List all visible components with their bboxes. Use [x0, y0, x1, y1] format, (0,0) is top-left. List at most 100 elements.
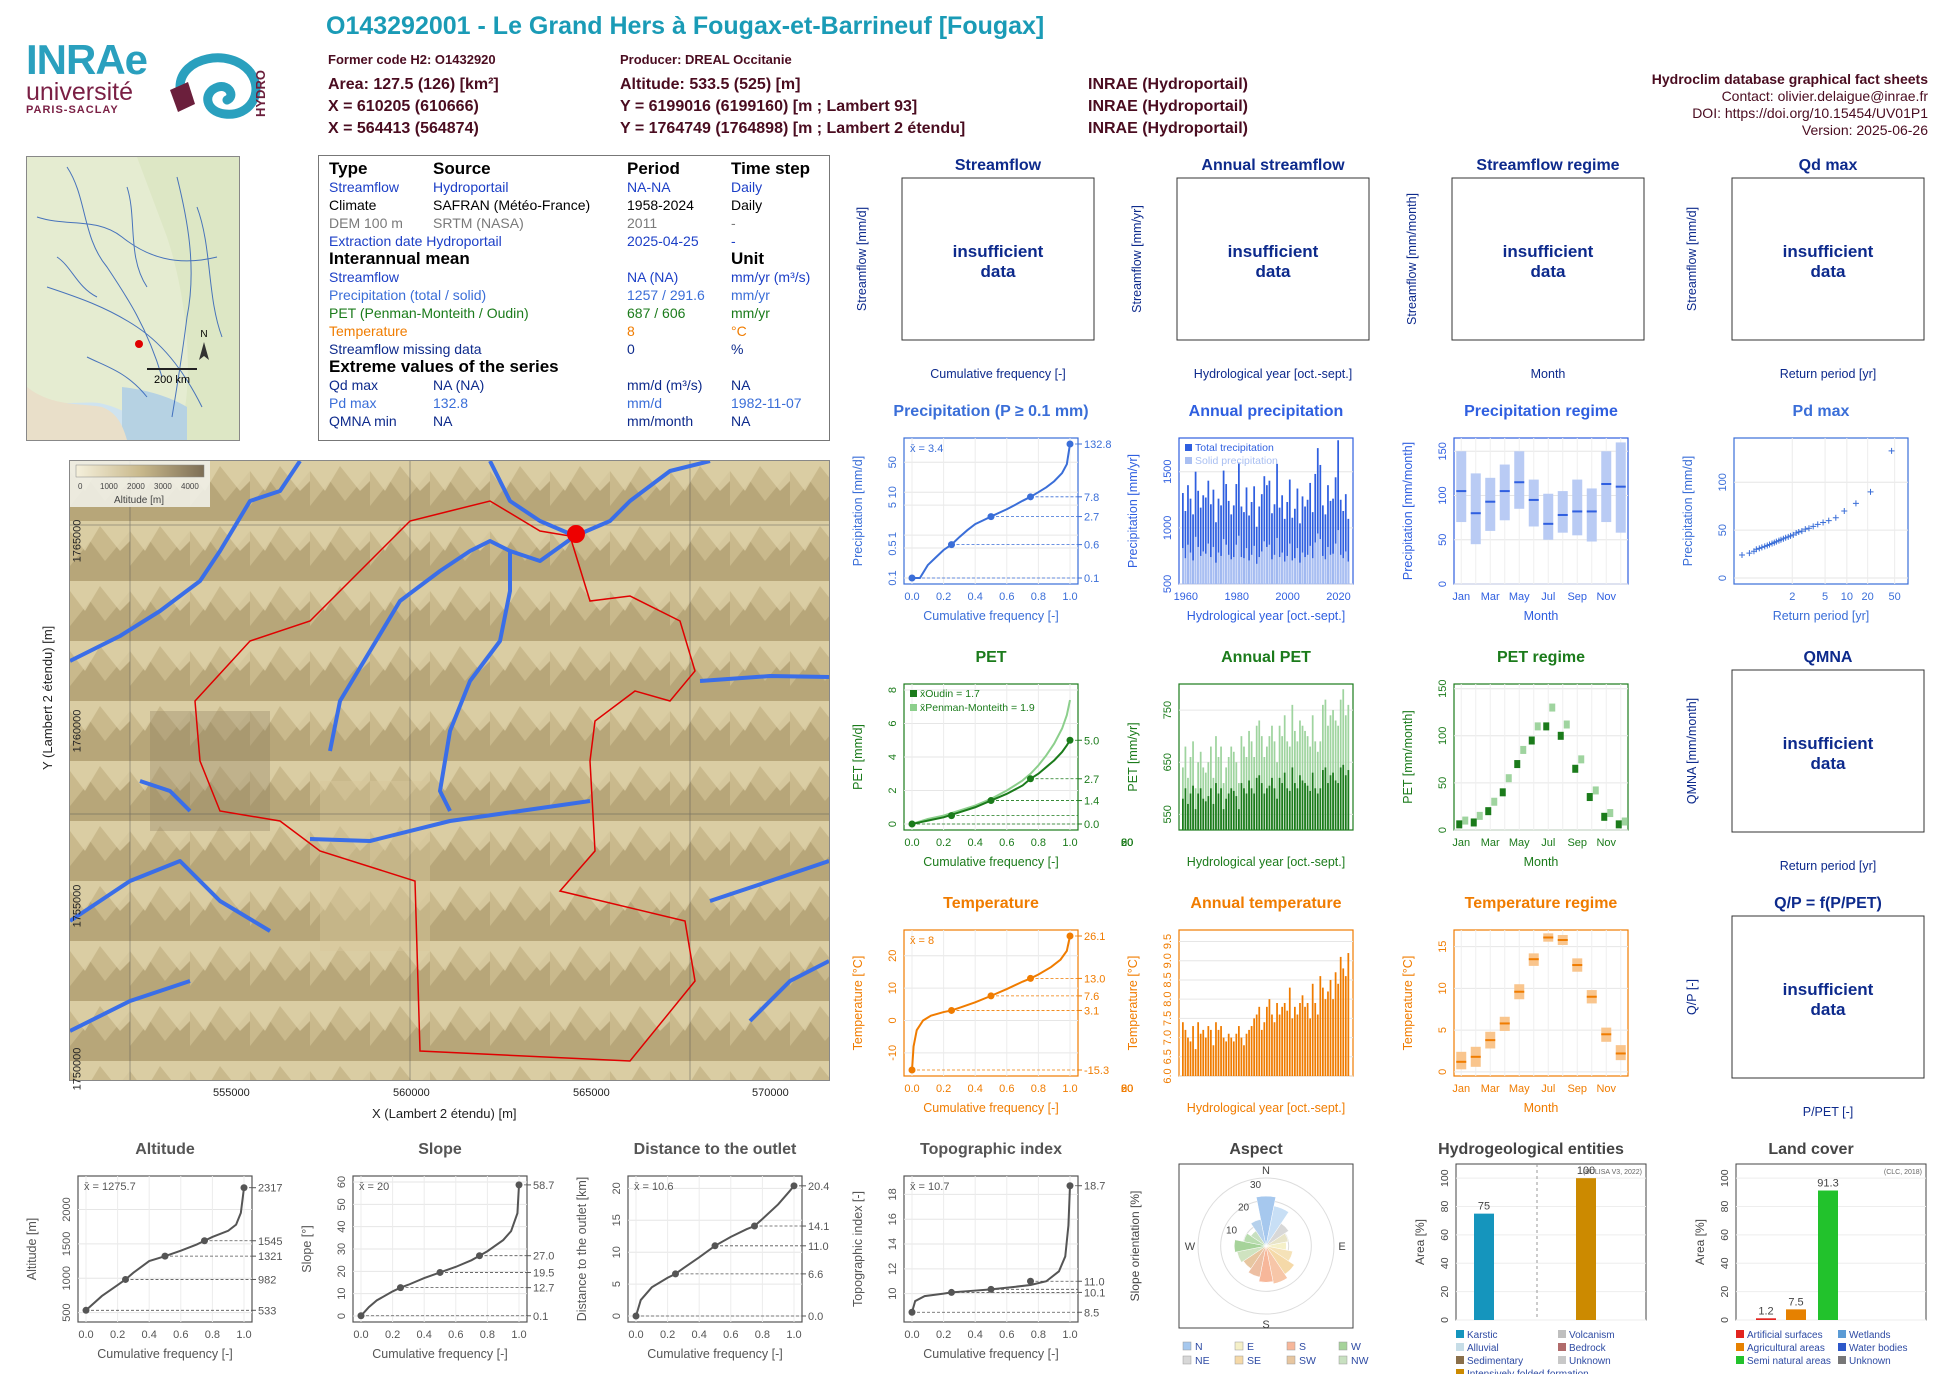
- x-axis-label: Month: [1524, 609, 1559, 623]
- legend-swatch: [1456, 1330, 1464, 1338]
- bar: [1204, 1037, 1207, 1076]
- bar: [1301, 995, 1304, 1076]
- bar-solid: [1309, 545, 1312, 584]
- y-axis-label: Precipitation [mm/yr]: [1126, 454, 1140, 568]
- bar: [1332, 999, 1334, 1076]
- y-tick-label: 50: [1437, 777, 1449, 789]
- bar-total: [1309, 482, 1312, 584]
- extreme-value: NA (NA): [433, 377, 485, 393]
- bar-oudin: [1294, 783, 1296, 830]
- bar-solid: [1199, 555, 1202, 584]
- bar-solid: [1197, 546, 1200, 584]
- y-tick-label: 12: [887, 1263, 899, 1275]
- bar-penman-monteith: [1339, 699, 1342, 830]
- map-y-tick: 1765000: [71, 519, 84, 563]
- x-tick-label: 0.4: [968, 1083, 983, 1095]
- extreme-date: NA: [731, 413, 751, 429]
- bar-solid: [1227, 554, 1230, 584]
- bar-oudin: [1238, 809, 1240, 830]
- x-tick-label: Jan: [1452, 1083, 1470, 1095]
- source-area: INRAE (Hydroportail): [1088, 76, 1248, 93]
- legend-swatch: [1838, 1343, 1846, 1351]
- bar-penman-monteith: [1276, 762, 1278, 830]
- bar-solid: [1240, 557, 1243, 584]
- y-tick-label: 10: [336, 1288, 348, 1300]
- chart-title: Annual PET: [1221, 649, 1311, 666]
- x-tick-label: 1980: [1224, 591, 1248, 603]
- plot-frame: [1453, 929, 1629, 1077]
- bar: [1273, 1022, 1276, 1076]
- series-line-penman-monteith: [911, 699, 1071, 825]
- bar-total: [1220, 505, 1222, 584]
- bar-total: [1334, 477, 1337, 584]
- station-title: O143292001 - Le Grand Hers à Fougax-et-B…: [326, 12, 1045, 40]
- doi[interactable]: DOI: https://doi.org/10.15454/UV01P1: [1692, 105, 1928, 121]
- bar-oudin: [1255, 777, 1258, 830]
- right-value-label: 12.7: [533, 1283, 554, 1295]
- quantile-marker: [987, 992, 995, 1000]
- plot-frame: [1451, 177, 1645, 341]
- y-axis-label: Q/P [-]: [1685, 979, 1699, 1015]
- bar-penman-monteith: [1291, 704, 1294, 830]
- series-line: [85, 1187, 245, 1312]
- temperature-regime-chart: Temperature regime Month Temperature [°C] 0…: [1401, 895, 1629, 1115]
- legend-label: Intensively folded formation: [1467, 1369, 1589, 1374]
- map-y-tick: 1760000: [71, 709, 84, 753]
- chart-title: Topographic index: [920, 1141, 1062, 1158]
- bar: [1283, 1003, 1286, 1076]
- y-axis-label: Streamflow [mm/month]: [1405, 193, 1419, 325]
- bar-penman-monteith: [1286, 741, 1289, 830]
- x-tick-label: 1.0: [236, 1329, 251, 1341]
- pet-cdf-chart: PET Cumulative frequency [-] PET [mm/d] 0 2 4…: [851, 649, 1099, 869]
- x-tick-label: Jul: [1541, 837, 1555, 849]
- x-tick-label: 0.0: [78, 1329, 93, 1341]
- bar-oudin: [1324, 767, 1327, 830]
- x-tick-label: May: [1509, 1083, 1530, 1095]
- bar-oudin: [1207, 796, 1210, 830]
- x-tick-label: 0.6: [999, 1329, 1014, 1341]
- bar: [1281, 1006, 1284, 1076]
- contact[interactable]: Contact: olivier.delaigue@inrae.fr: [1721, 88, 1928, 104]
- x-axis-label: Cumulative frequency [-]: [97, 1347, 232, 1361]
- compass-label: W: [1185, 1241, 1196, 1253]
- y-tick-label: 6.0: [1162, 1068, 1174, 1083]
- insufficient-data-label: data: [1811, 754, 1847, 773]
- bar: [1189, 1041, 1192, 1076]
- bar-penman-monteith: [1194, 788, 1197, 830]
- bar-oudin: [1309, 790, 1312, 830]
- bar-penman-monteith: [1230, 746, 1233, 830]
- x-tick-label: 0.8: [480, 1329, 495, 1341]
- x-tick-label: 0.4: [142, 1329, 157, 1341]
- bar-penman-monteith: [1316, 751, 1319, 830]
- oudin-mark: [1470, 818, 1477, 827]
- bar: [1240, 1037, 1243, 1076]
- bar-total: [1314, 473, 1317, 584]
- insufficient-data-label: insufficient: [1783, 734, 1874, 753]
- y-tick-label: 50: [1437, 534, 1449, 546]
- y-tick-label: 0: [1719, 1317, 1731, 1323]
- source-y: INRAE (Hydroportail): [1088, 120, 1248, 137]
- bar-solid: [1324, 559, 1327, 584]
- bar-penman-monteith: [1294, 730, 1296, 830]
- bar: [1296, 1014, 1299, 1076]
- bar-total: [1230, 514, 1233, 584]
- bar-total: [1266, 485, 1268, 584]
- legend-label: Total trecipitation: [1195, 442, 1274, 454]
- quantile-marker: [122, 1275, 129, 1283]
- x-tick-label: 5: [1822, 591, 1828, 603]
- bar-total: [1286, 502, 1289, 584]
- quantile-marker: [82, 1306, 90, 1314]
- y-tick-label: 50: [887, 456, 899, 468]
- series-line: [911, 935, 1071, 1071]
- bar-solid: [1248, 560, 1250, 584]
- bar-total: [1316, 448, 1319, 584]
- bar-oudin: [1271, 777, 1273, 830]
- bar-solid: [1222, 539, 1225, 584]
- y-tick-label: 100: [1439, 1169, 1451, 1187]
- bar-oudin: [1199, 788, 1202, 830]
- plot-frame: [901, 177, 1095, 341]
- insufficient-data-label: insufficient: [953, 242, 1044, 261]
- row-period: 2011: [627, 215, 658, 231]
- data-point: [1798, 528, 1805, 535]
